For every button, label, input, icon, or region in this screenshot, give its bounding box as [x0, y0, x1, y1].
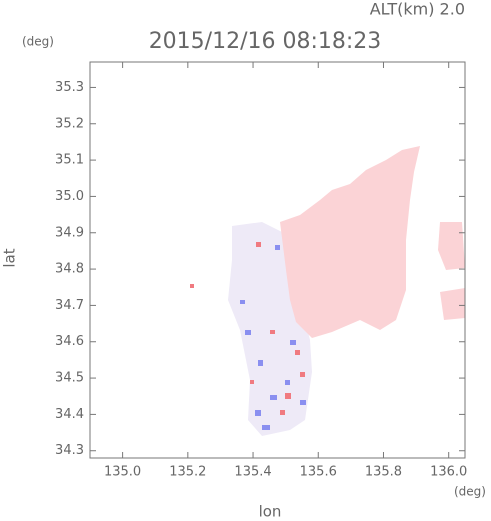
- y-tick-label: 35.3: [55, 80, 84, 95]
- chart-title: 2015/12/16 08:18:23: [149, 29, 382, 54]
- y-tick-label: 34.6: [55, 334, 84, 349]
- field-speckles: [240, 245, 306, 430]
- x-tick-label: 136.0: [430, 465, 467, 480]
- x-axis-label: lon: [259, 503, 282, 521]
- y-tick-label: 34.3: [55, 443, 84, 458]
- x-tick-label: 135.4: [234, 465, 271, 480]
- y-tick-label: 35.2: [55, 116, 84, 131]
- y-tick-label: 35.0: [55, 189, 84, 204]
- x-tick-label: 135.6: [300, 465, 337, 480]
- field-area: [280, 146, 420, 338]
- field-area: [440, 288, 465, 320]
- y-tick-label: 34.9: [55, 225, 84, 240]
- plot-frame: [89, 61, 466, 459]
- y-tick-label: 34.5: [55, 371, 84, 386]
- y-tick-label: 34.8: [55, 262, 84, 277]
- y-tick-label: 35.1: [55, 153, 84, 168]
- x-tick-label: 135.0: [104, 465, 141, 480]
- y-tick-label: 34.4: [55, 407, 84, 422]
- y-axis-label: lat: [1, 248, 19, 267]
- field-area: [438, 222, 465, 270]
- field-speckles: [190, 242, 305, 415]
- y-tick-label: 34.7: [55, 298, 84, 313]
- y-unit: (deg): [22, 35, 54, 49]
- radar-field: [190, 146, 465, 436]
- x-tick-label: 135.8: [365, 465, 402, 480]
- chart-subtitle: ALT(km) 2.0: [370, 0, 465, 19]
- x-tick-label: 135.2: [169, 465, 206, 480]
- x-unit: (deg): [454, 485, 486, 499]
